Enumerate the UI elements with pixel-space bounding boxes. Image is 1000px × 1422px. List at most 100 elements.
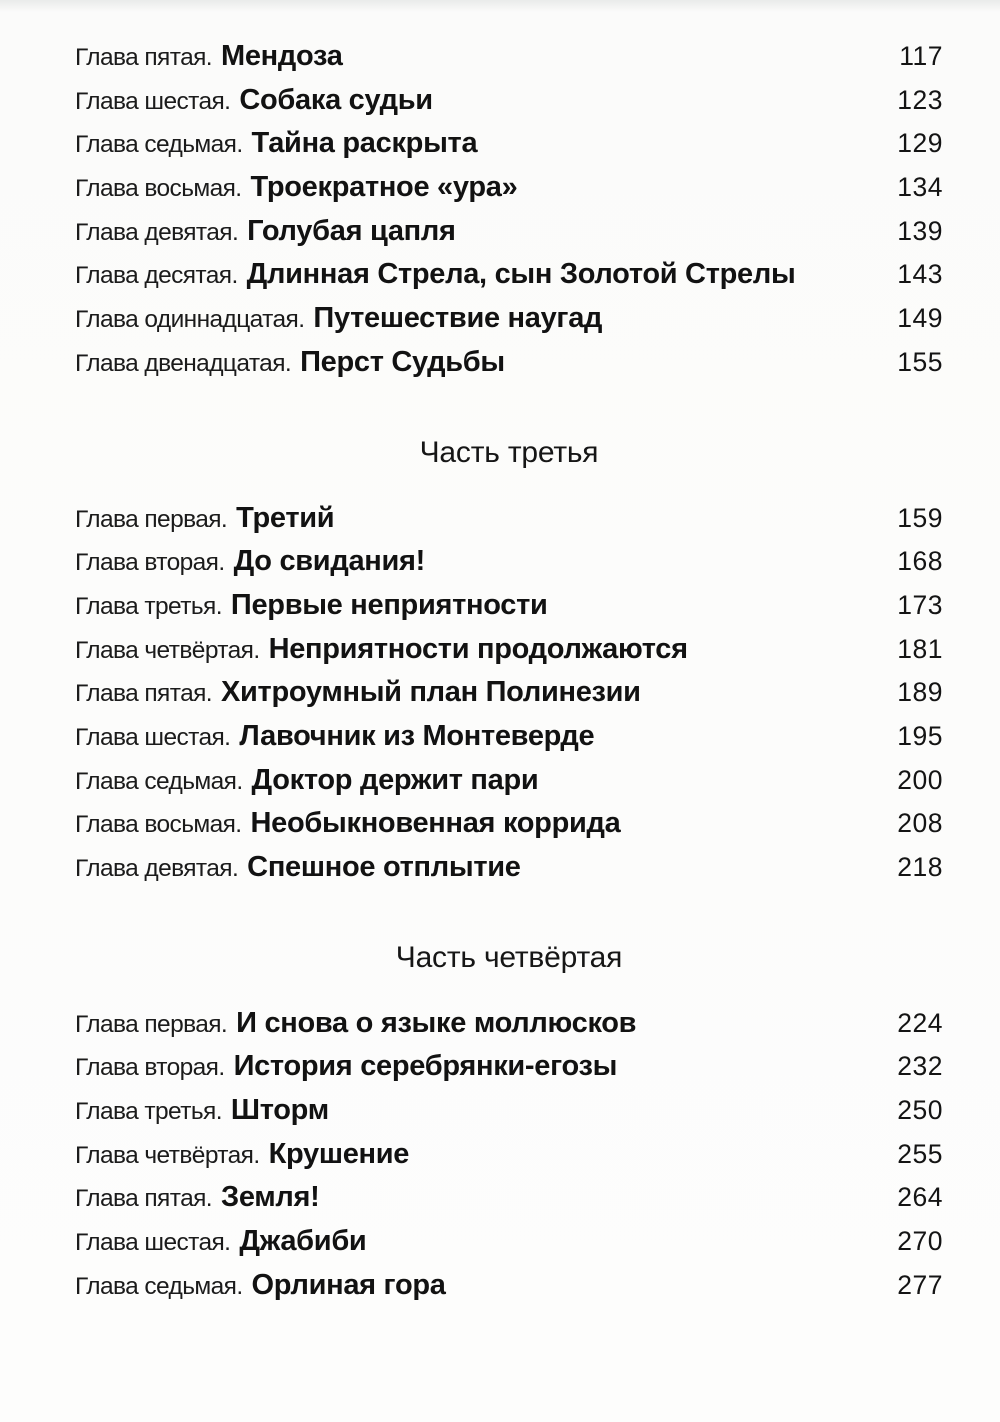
chapter-title: Перст Судьбы — [300, 345, 505, 378]
page-number: 155 — [897, 346, 943, 377]
chapter-number-label: Глава восьмая. — [75, 175, 242, 203]
toc-entry-text: Глава седьмая. Орлиная гора — [75, 1264, 446, 1312]
chapter-title: Доктор держит пари — [251, 763, 539, 796]
toc-entry: Глава девятая. Голубая цапля 139 — [75, 210, 943, 254]
chapter-title: Путешествие наугад — [313, 302, 603, 335]
toc-entry: Глава шестая. Собака судьи 123 — [75, 79, 943, 123]
part-heading: Часть четвёртая — [395, 940, 623, 974]
chapter-title: Троекратное «ура» — [250, 171, 518, 204]
page-number: 189 — [897, 677, 943, 708]
toc-entry-text: Глава десятая. Длинная Стрела, сын Золото… — [75, 253, 796, 301]
toc-entry-text: Глава третья. Шторм — [75, 1089, 329, 1137]
toc-entry: Глава десятая. Длинная Стрела, сын Золото… — [75, 253, 943, 297]
page-number: 149 — [897, 303, 943, 334]
chapter-number-label: Глава восьмая. — [75, 811, 242, 839]
page-number: 159 — [897, 502, 943, 533]
toc-entry: Глава четвёртая. Крушение 255 — [75, 1133, 943, 1177]
toc-entry: Глава седьмая. Орлиная гора 277 — [75, 1264, 943, 1308]
chapter-number-label: Глава пятая. — [75, 680, 213, 708]
chapter-title: Собака судьи — [239, 83, 433, 116]
chapter-title: До свидания! — [233, 545, 426, 578]
page-number: 129 — [897, 128, 943, 159]
page-number: 232 — [897, 1051, 943, 1082]
toc-entry-text: Глава пятая. Земля! — [75, 1176, 320, 1224]
chapter-title: Неприятности продолжаются — [268, 632, 688, 665]
toc-entry-text: Глава вторая. До свидания! — [75, 540, 425, 588]
chapter-number-label: Глава седьмая. — [75, 1272, 243, 1300]
toc-entry-text: Глава первая. Третий — [75, 497, 335, 545]
page-number: 123 — [897, 84, 943, 115]
toc-entry-text: Глава седьмая. Тайна раскрыта — [75, 122, 478, 170]
page-number: 208 — [897, 808, 943, 839]
toc-entry: Глава третья. Шторм 250 — [75, 1089, 943, 1133]
toc-entry-text: Глава шестая. Собака судьи — [75, 79, 433, 127]
page-number: 181 — [897, 633, 943, 664]
chapter-title: Третий — [236, 501, 335, 534]
chapter-title: Необыкновенная коррида — [250, 807, 621, 840]
page-number: 168 — [897, 546, 943, 577]
toc-entry: Глава восьмая. Троекратное «ура» 134 — [75, 166, 943, 210]
toc-entry-text: Глава одиннадцатая. Путешествие наугад — [75, 297, 602, 345]
chapter-number-label: Глава одиннадцатая. — [75, 306, 305, 334]
chapter-number-label: Глава третья. — [75, 1098, 223, 1126]
toc-entry-text: Глава шестая. Джабиби — [75, 1220, 367, 1268]
page-number: 255 — [897, 1138, 943, 1169]
page-number: 200 — [897, 764, 943, 795]
chapter-number-label: Глава девятая. — [75, 218, 239, 246]
page-number: 250 — [897, 1095, 943, 1126]
page-number: 117 — [899, 41, 943, 71]
toc-entry: Глава вторая. До свидания! 168 — [75, 540, 943, 584]
toc-entry: Глава четвёртая. Неприятности продолжаютс… — [75, 628, 943, 672]
toc-entry: Глава третья. Первые неприятности 173 — [75, 584, 943, 628]
toc-entry-text: Глава восьмая. Троекратное «ура» — [75, 166, 518, 214]
toc-entry-text: Глава восьмая. Необыкновенная коррида — [75, 802, 621, 850]
page-number: 143 — [897, 259, 943, 290]
chapter-number-label: Глава пятая. — [75, 44, 213, 71]
table-of-contents: Глава пятая. Мендоза 117 Глава шестая. Соб… — [75, 35, 943, 1308]
chapter-title: Джабиби — [239, 1225, 367, 1258]
chapter-title: Орлиная гора — [251, 1268, 446, 1301]
toc-entry: Глава восьмая. Необыкновенная коррида 208 — [75, 802, 943, 846]
toc-section: Глава пятая. Мендоза 117 Глава шестая. Соб… — [75, 35, 943, 385]
toc-entry: Глава пятая. Хитроумный план Полинезии 18… — [75, 671, 943, 715]
chapter-title: Крушение — [268, 1137, 410, 1170]
chapter-title: Первые неприятности — [230, 588, 548, 621]
toc-entry-text: Глава двенадцатая. Перст Судьбы — [75, 341, 505, 389]
page-number: 270 — [897, 1226, 943, 1257]
page-number: 173 — [897, 589, 943, 620]
chapter-title: Земля! — [220, 1181, 320, 1214]
part-heading: Часть третья — [419, 435, 599, 469]
chapter-number-label: Глава четвёртая. — [75, 636, 260, 664]
toc-entry: Глава двенадцатая. Перст Судьбы 155 — [75, 341, 943, 385]
chapter-title: Лавочник из Монтеверде — [239, 719, 595, 752]
chapter-number-label: Глава шестая. — [75, 723, 231, 751]
page-number: 195 — [897, 720, 943, 751]
chapter-number-label: Глава третья. — [75, 592, 223, 620]
chapter-number-label: Глава десятая. — [75, 262, 238, 290]
chapter-title: Спешное отплытие — [247, 851, 521, 883]
page-number: 134 — [897, 172, 943, 203]
chapter-title: Мендоза — [220, 40, 343, 72]
page-number: 218 — [897, 852, 943, 882]
chapter-title: Шторм — [230, 1094, 329, 1127]
chapter-title: И снова о языке моллюсков — [236, 1006, 637, 1039]
toc-entry: Глава вторая. История серебрянки-егозы 23… — [75, 1045, 943, 1089]
chapter-number-label: Глава девятая. — [75, 855, 239, 882]
chapter-title: Хитроумный план Полинезии — [220, 676, 641, 709]
toc-entry: Глава одиннадцатая. Путешествие наугад 14… — [75, 297, 943, 341]
toc-entry-text: Глава третья. Первые неприятности — [75, 584, 548, 632]
chapter-title: История серебрянки-егозы — [233, 1050, 618, 1083]
chapter-number-label: Глава четвёртая. — [75, 1141, 260, 1169]
toc-entry-text: Глава первая. И снова о языке моллюсков — [75, 1002, 637, 1050]
chapter-number-label: Глава двенадцатая. — [75, 349, 292, 377]
toc-entry: Глава шестая. Джабиби 270 — [75, 1220, 943, 1264]
chapter-number-label: Глава первая. — [75, 505, 228, 533]
toc-entry-text: Глава четвёртая. Неприятности продолжаютс… — [75, 628, 688, 676]
toc-entry: Глава пятая. Земля! 264 — [75, 1176, 943, 1220]
chapter-title: Тайна раскрыта — [251, 127, 478, 160]
toc-entry: Глава первая. И снова о языке моллюсков 2… — [75, 1002, 943, 1046]
toc-entry-text: Глава девятая. Голубая цапля — [75, 210, 456, 258]
chapter-number-label: Глава пятая. — [75, 1185, 213, 1213]
toc-entry-text: Глава пятая. Хитроумный план Полинезии — [75, 671, 641, 719]
chapter-number-label: Глава шестая. — [75, 1229, 231, 1257]
